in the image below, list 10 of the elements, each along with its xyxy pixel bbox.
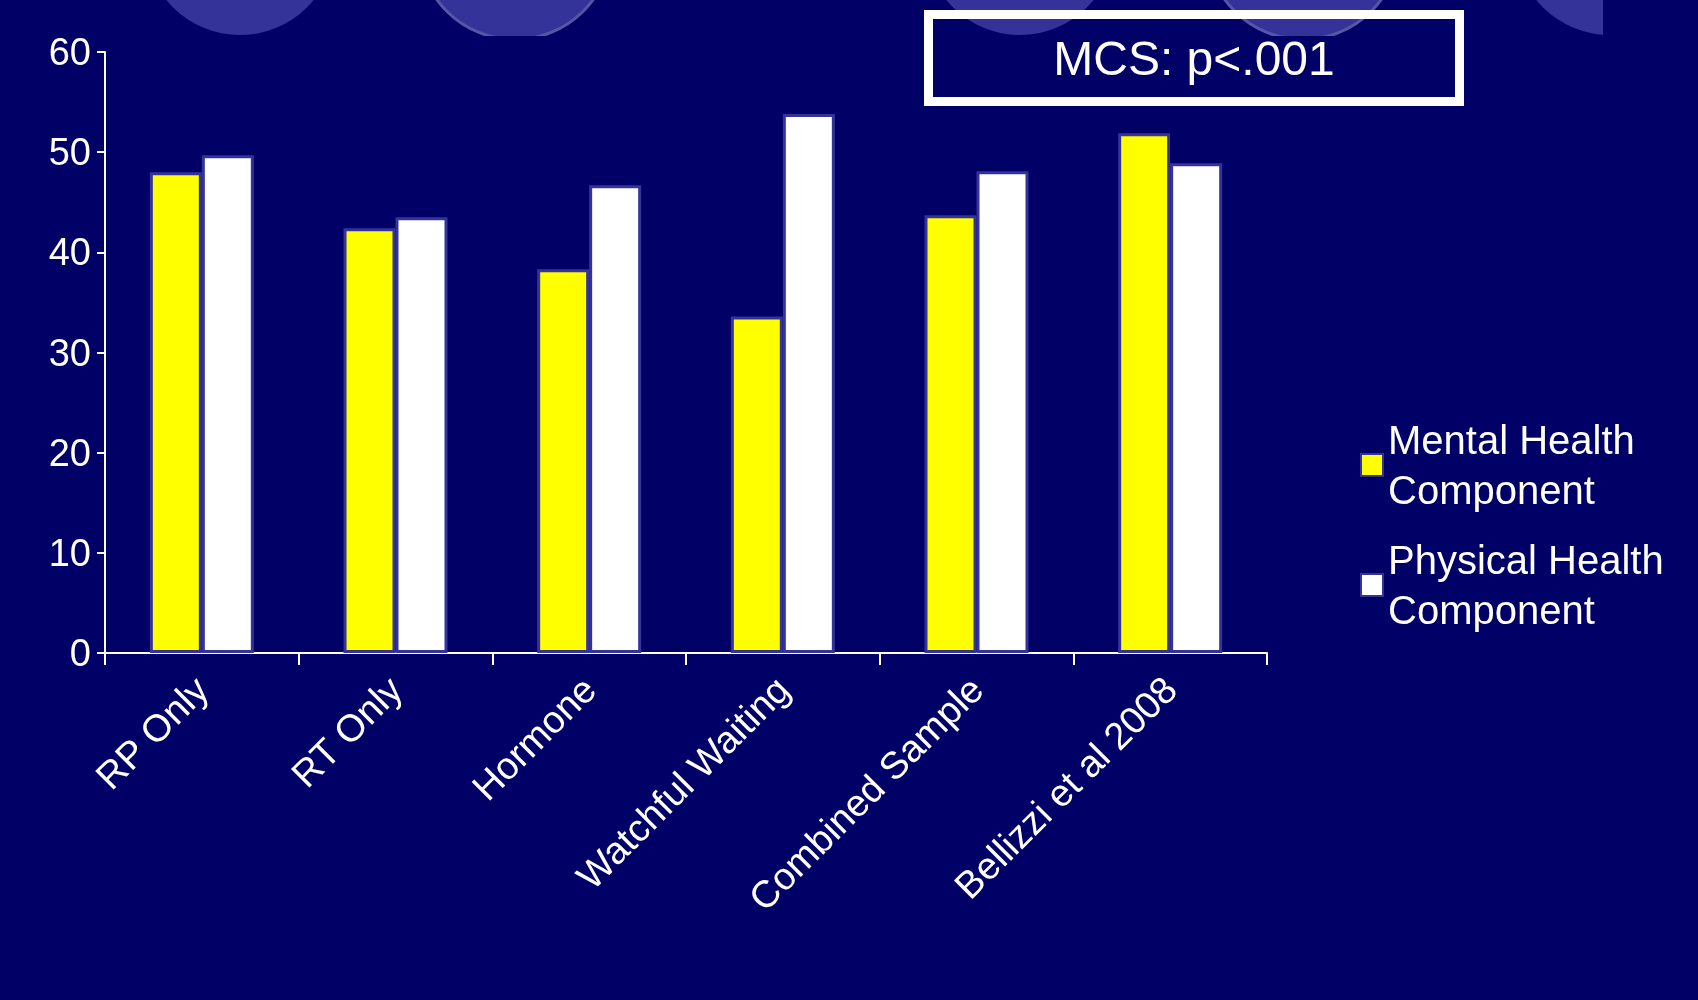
y-tick-label: 20 — [48, 431, 91, 474]
y-tick-label: 10 — [48, 531, 91, 574]
legend-label: Mental Health Component — [1388, 418, 1646, 512]
annotation: MCS: p<.001 — [1053, 30, 1335, 86]
x-tick-label: RT Only — [283, 668, 411, 796]
legend-label: Physical Health Component — [1388, 538, 1675, 632]
y-tick-label: 50 — [48, 131, 91, 174]
y-tick-label: 30 — [48, 331, 91, 374]
y-tick-label: 40 — [48, 231, 91, 274]
y-tick-label: 60 — [48, 31, 91, 73]
